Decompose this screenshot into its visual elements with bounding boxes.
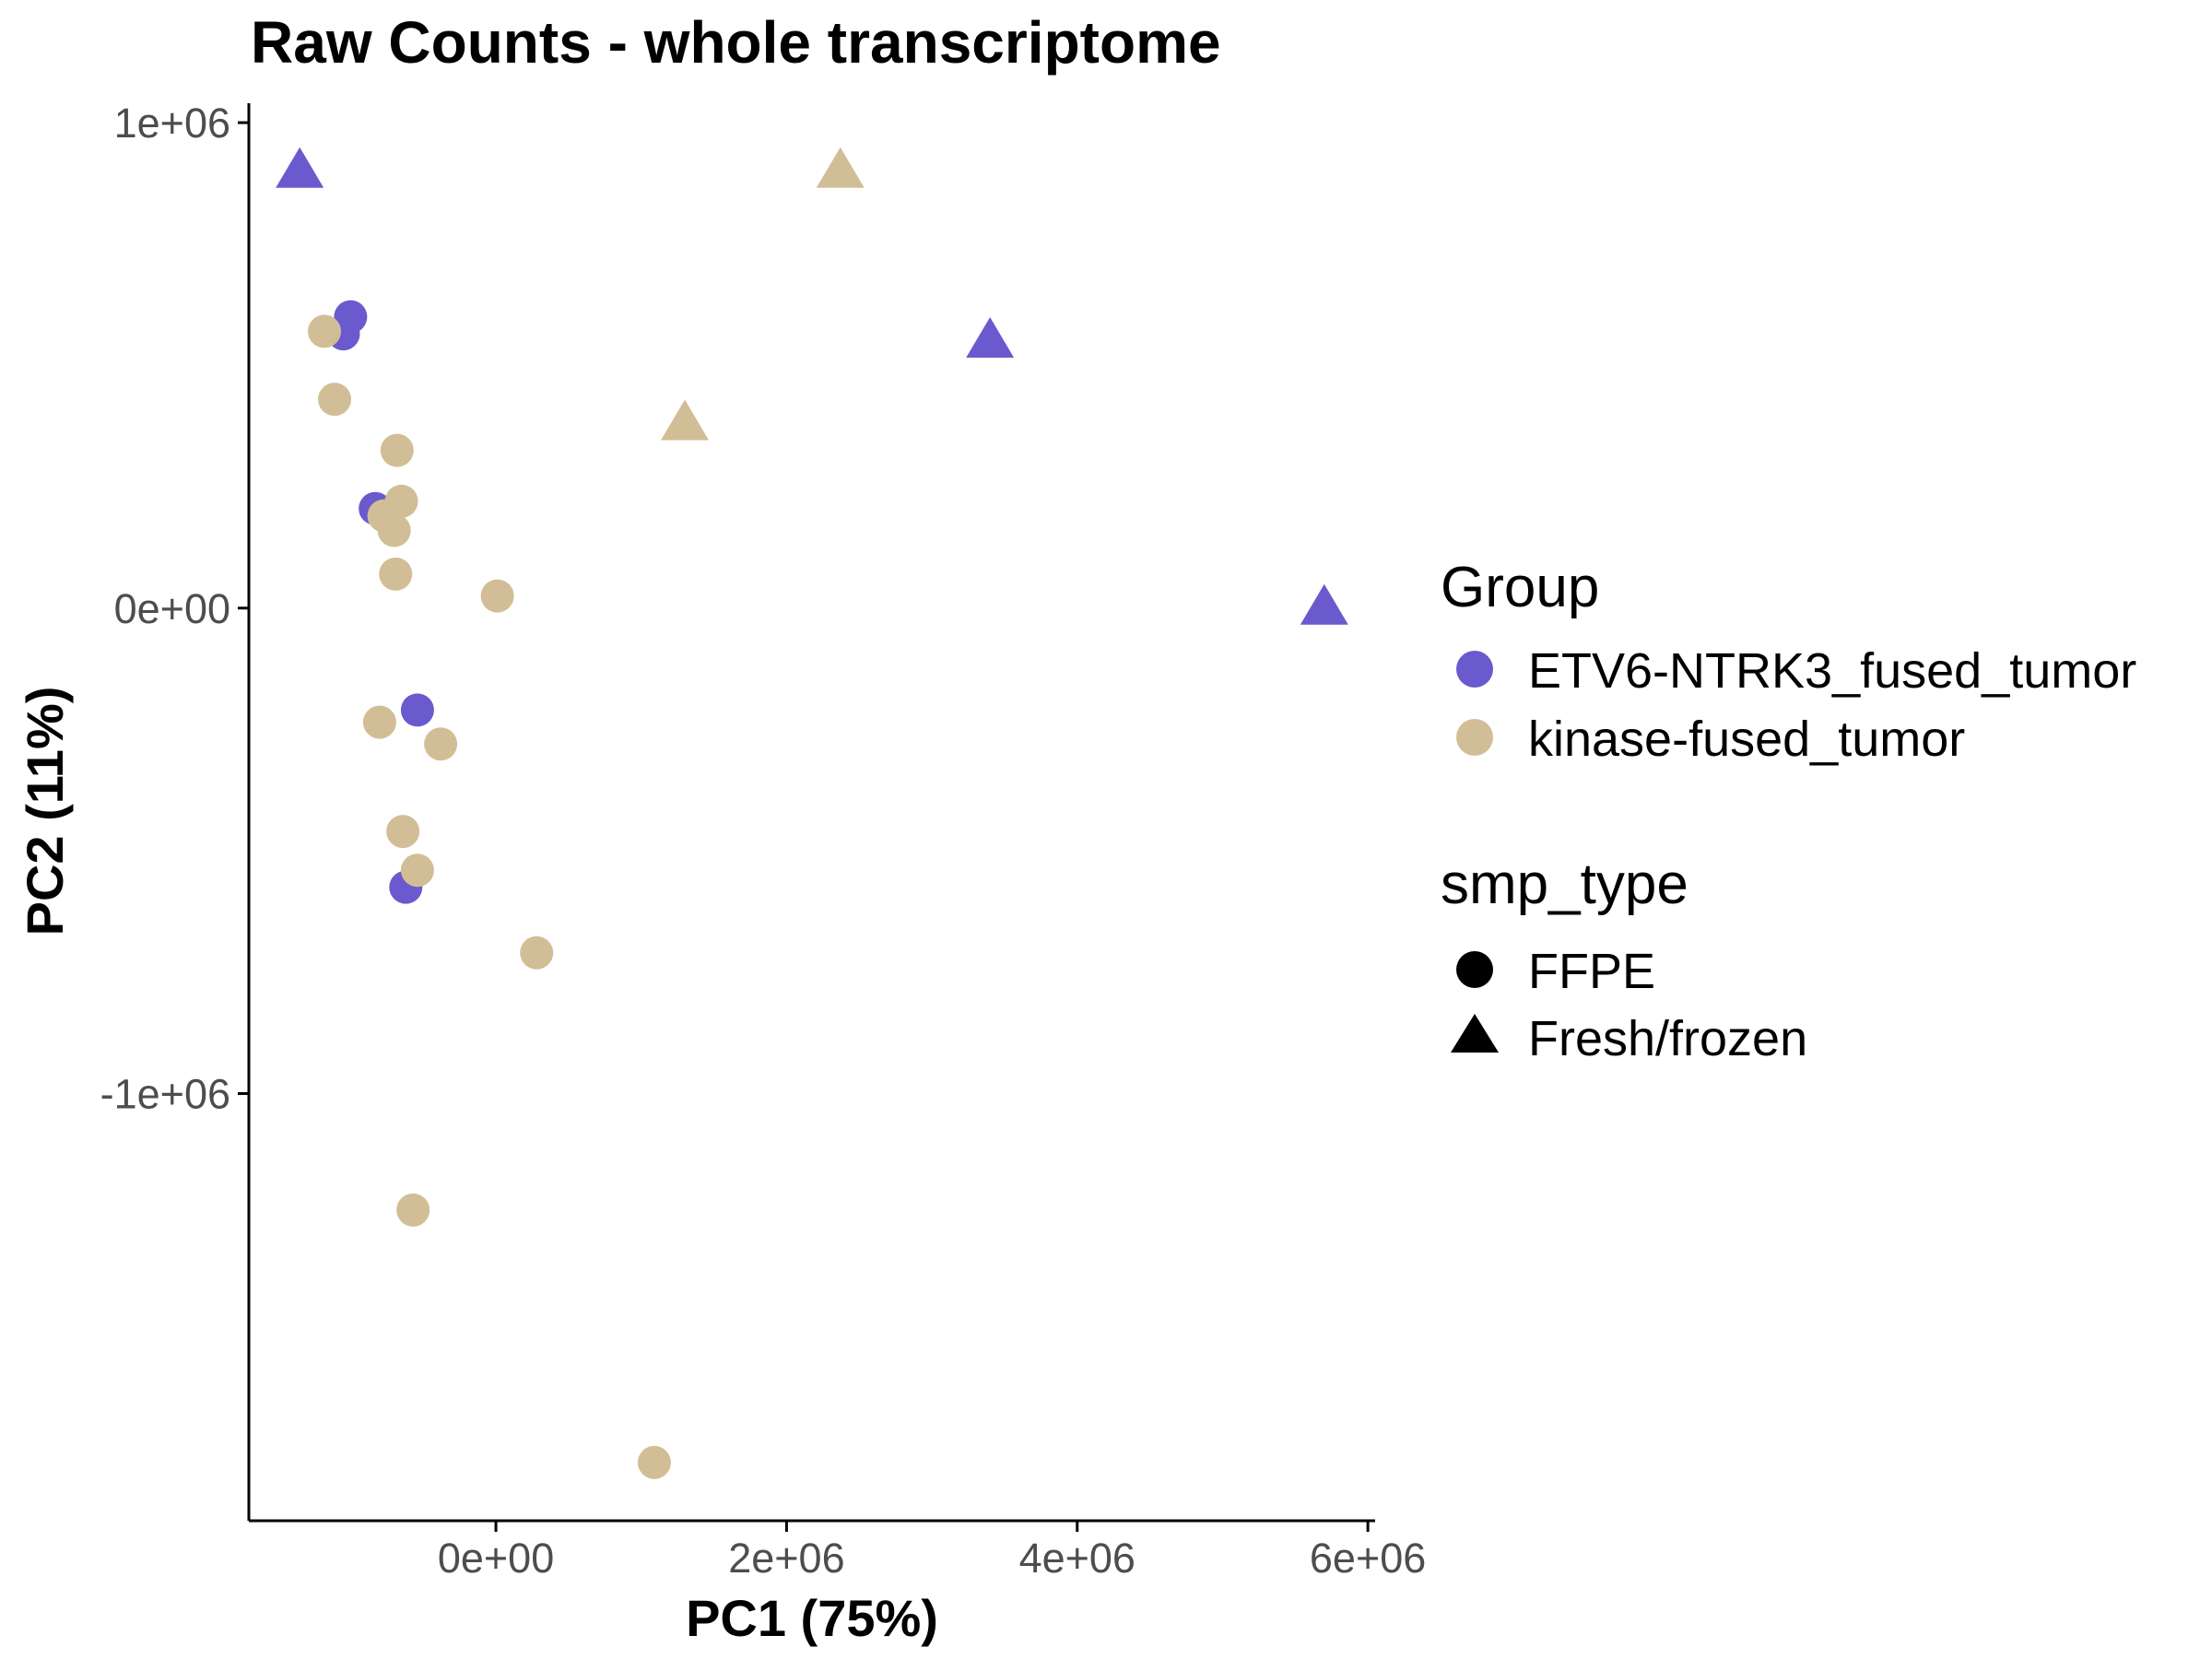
- data-point-23: [396, 1193, 430, 1227]
- y-axis-title: PC2 (11%): [16, 687, 74, 936]
- x-tick-label-0: 0e+00: [438, 1535, 554, 1582]
- data-point-24: [637, 1445, 671, 1479]
- legend-shape-swatch-ffpe: [1456, 951, 1493, 988]
- legend-shape-title: smp_type: [1441, 853, 1688, 916]
- legend: Group ETV6-NTRK3_fused_tumor kinase-fuse…: [1441, 556, 2136, 1066]
- x-axis-ticks: 0e+00 2e+06 4e+06 6e+06: [438, 1521, 1426, 1582]
- data-point-15: [480, 579, 514, 613]
- data-point-0: [276, 147, 324, 188]
- plot-area: [276, 147, 1348, 1479]
- legend-color-title: Group: [1441, 556, 1599, 619]
- legend-shape-label-ffpe: FFPE: [1528, 944, 1655, 999]
- legend-color-swatch-kinase: [1456, 719, 1493, 756]
- y-tick-label-2: -1e+06: [100, 1070, 230, 1117]
- data-point-22: [520, 935, 554, 970]
- legend-shape-label-fresh-frozen: Fresh/frozen: [1528, 1011, 1807, 1066]
- data-point-18: [424, 727, 458, 761]
- x-tick-label-1: 2e+06: [728, 1535, 844, 1582]
- data-point-1: [816, 147, 865, 188]
- data-point-3: [661, 399, 710, 441]
- data-point-8: [318, 382, 352, 417]
- data-point-7: [307, 314, 341, 348]
- data-point-4: [1300, 583, 1348, 625]
- x-tick-label-2: 4e+06: [1019, 1535, 1135, 1582]
- x-axis-title: PC1 (75%): [686, 1589, 938, 1647]
- data-point-16: [400, 693, 434, 727]
- x-tick-label-3: 6e+06: [1310, 1535, 1426, 1582]
- legend-color-label-etv6: ETV6-NTRK3_fused_tumor: [1528, 643, 2136, 699]
- legend-color-label-kinase: kinase-fused_tumor: [1528, 712, 1965, 767]
- y-tick-label-1: 0e+00: [114, 585, 230, 632]
- legend-shape-swatch-fresh-frozen: [1451, 1014, 1499, 1053]
- chart-title: Raw Counts - whole transcriptome: [251, 9, 1221, 76]
- data-point-13: [377, 513, 411, 547]
- data-point-19: [386, 815, 420, 849]
- data-point-17: [362, 705, 396, 739]
- y-axis-ticks: 1e+06 0e+00 -1e+06: [100, 100, 249, 1117]
- legend-color-swatch-etv6: [1456, 651, 1493, 688]
- y-tick-label-0: 1e+06: [114, 100, 230, 147]
- data-point-9: [380, 433, 414, 467]
- data-point-21: [400, 853, 434, 888]
- data-point-14: [379, 557, 413, 591]
- data-point-2: [966, 317, 1015, 359]
